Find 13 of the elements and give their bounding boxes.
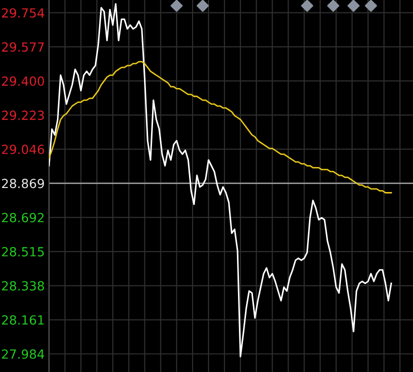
y-tick-label: 29.223 [2,110,44,120]
y-tick-label: 27.984 [2,349,44,359]
y-tick-label: 28.515 [2,247,44,256]
y-tick-label: 28.338 [2,281,44,291]
y-tick-label: 28.869 [2,178,44,188]
y-tick-label: 29.754 [2,8,44,18]
line-series [49,60,392,194]
y-tick-label: 29.400 [2,76,44,86]
y-tick-label: 28.161 [2,315,44,325]
y-tick-label: 29.046 [2,144,44,154]
y-tick-label: 29.577 [2,42,44,52]
y-tick-label: 28.692 [2,212,44,222]
line-series [49,3,392,358]
